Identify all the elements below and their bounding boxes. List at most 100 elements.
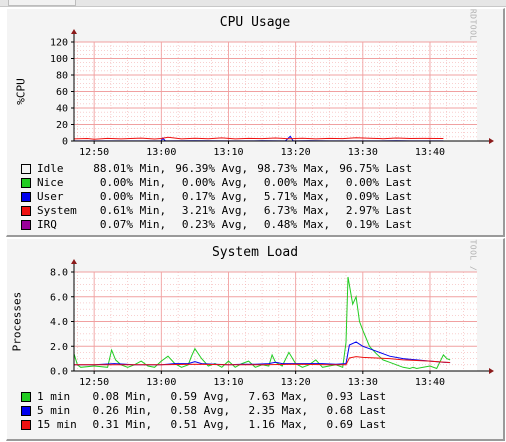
legend-max-value: 0.48% xyxy=(263,218,297,231)
legend-last-value: 0.19% xyxy=(345,218,379,231)
legend-min-label: Min, xyxy=(133,176,167,189)
x-axis-arrow xyxy=(489,138,494,144)
cpu-usage-panel: CPU Usage %CPU RRDTOOL / TOBI OETIKER 02… xyxy=(6,8,505,237)
load-plot-area: 0.0 2.0 4.0 6.0 8.0 12:50 13:00 13:10 13:20 13:30… xyxy=(50,259,494,388)
legend-max-value: 0.00% xyxy=(263,176,297,189)
legend-avg-value: 0.23% xyxy=(181,218,215,231)
legend-min-value: 88.01% xyxy=(93,162,133,175)
legend-entry: 15 min 0.31 Min, 0.51 Avg, 1.16 Max, 0.69 La… xyxy=(21,418,389,432)
series-line-system xyxy=(73,136,444,140)
x-tick-label: 13:10 xyxy=(213,147,243,158)
legend-min-value: 0.00% xyxy=(99,190,133,203)
legend-avg-value: 0.00% xyxy=(181,176,215,189)
legend-avg-value: 96.39% xyxy=(175,162,215,175)
legend-avg-label: Avg, xyxy=(197,418,231,431)
legend-min-value: 0.61% xyxy=(99,204,133,217)
y-tick-label: 20 xyxy=(56,120,68,131)
tab[interactable] xyxy=(8,0,76,6)
legend-swatch xyxy=(21,192,31,202)
x-tick-label: 13:30 xyxy=(348,377,378,388)
legend-min-label: Min, xyxy=(133,190,167,203)
y-tick-label: 0.0 xyxy=(50,367,68,378)
legend-entry: User 0.00% Min, 0.17% Avg, 5.71% Max, 0.09% … xyxy=(21,190,413,204)
legend-entry: Nice 0.00% Min, 0.00% Avg, 0.00% Max, 0.00% … xyxy=(21,176,413,190)
legend-avg-label: Avg, xyxy=(215,218,249,231)
legend-max-label: Max, xyxy=(297,176,331,189)
legend-series-name: Idle xyxy=(37,162,64,175)
legend-avg-value: 3.21% xyxy=(181,204,215,217)
legend-min-label: Min, xyxy=(133,204,167,217)
y-tick-label: 80 xyxy=(56,71,68,82)
x-tick-label: 13:00 xyxy=(146,147,176,158)
y-tick-label: 8.0 xyxy=(50,268,68,279)
x-tick-label: 13:10 xyxy=(213,377,243,388)
legend-swatch xyxy=(21,406,31,416)
y-tick-label: 2.0 xyxy=(50,342,68,353)
legend-avg-label: Avg, xyxy=(197,404,231,417)
chart-title: CPU Usage xyxy=(219,15,291,30)
legend-max-value: 2.35 xyxy=(248,404,276,417)
legend-avg-label: Avg, xyxy=(215,162,249,175)
legend-last-value: 0.93 xyxy=(326,390,354,403)
legend-min-value: 0.26 xyxy=(92,404,120,417)
y-tick-label: 0 xyxy=(62,137,68,148)
legend-last-value: 0.00% xyxy=(345,176,379,189)
legend-max-value: 6.73% xyxy=(263,204,297,217)
cpu-legend: Idle 88.01% Min, 96.39% Avg, 98.73% Max, 96.… xyxy=(21,162,413,232)
legend-last-value: 2.97% xyxy=(345,204,379,217)
legend-last-label: Last xyxy=(379,176,413,189)
legend-avg-label: Avg, xyxy=(215,204,249,217)
legend-max-label: Max, xyxy=(297,162,331,175)
legend-last-value: 0.69 xyxy=(326,418,354,431)
series-line-15-min xyxy=(74,356,451,366)
legend-last-label: Last xyxy=(353,404,387,417)
legend-min-label: Min, xyxy=(119,390,153,403)
legend-entry: IRQ 0.07% Min, 0.23% Avg, 0.48% Max, 0.19% L… xyxy=(21,218,413,232)
legend-series-name: 1 min xyxy=(37,390,71,403)
y-axis-arrow xyxy=(71,29,77,34)
legend-max-label: Max, xyxy=(297,218,331,231)
legend-entry: System 0.61% Min, 3.21% Avg, 6.73% Max, 2.97… xyxy=(21,204,413,218)
legend-last-label: Last xyxy=(379,162,413,175)
legend-last-label: Last xyxy=(379,204,413,217)
legend-entry: 5 min 0.26 Min, 0.58 Avg, 2.35 Max, 0.68 Las… xyxy=(21,404,389,418)
y-tick-label: 100 xyxy=(50,54,68,65)
window-top-strip xyxy=(0,0,506,7)
legend-min-value: 0.08 xyxy=(92,390,120,403)
legend-avg-label: Avg, xyxy=(215,190,249,203)
legend-series-name: System xyxy=(37,204,77,217)
legend-series-name: User xyxy=(37,190,64,203)
x-axis-arrow xyxy=(489,368,494,374)
y-tick-label: 6.0 xyxy=(50,292,68,303)
series-line-1-min xyxy=(73,276,451,370)
y-tick-label: 60 xyxy=(56,87,68,98)
legend-series-name: 15 min xyxy=(37,418,77,431)
legend-min-label: Min, xyxy=(119,418,153,431)
legend-min-label: Min, xyxy=(133,162,167,175)
x-tick-label: 12:50 xyxy=(79,147,109,158)
legend-max-label: Max, xyxy=(297,204,331,217)
x-tick-label: 12:50 xyxy=(79,377,109,388)
legend-last-label: Last xyxy=(379,218,413,231)
legend-last-value: 96.75% xyxy=(339,162,379,175)
legend-swatch xyxy=(21,420,31,430)
legend-min-label: Min, xyxy=(119,404,153,417)
legend-entry: 1 min 0.08 Min, 0.59 Avg, 7.63 Max, 0.93 Las… xyxy=(21,390,389,404)
legend-swatch xyxy=(21,178,31,188)
legend-max-value: 1.16 xyxy=(248,418,276,431)
legend-last-label: Last xyxy=(379,190,413,203)
y-tick-label: 4.0 xyxy=(50,317,68,328)
legend-avg-value: 0.58 xyxy=(170,404,198,417)
legend-series-name: IRQ xyxy=(37,218,57,231)
legend-max-label: Max, xyxy=(275,390,309,403)
legend-avg-value: 0.59 xyxy=(170,390,198,403)
x-tick-label: 13:20 xyxy=(281,377,311,388)
chart-title: System Load xyxy=(211,245,299,260)
x-tick-label: 13:20 xyxy=(281,147,311,158)
legend-swatch xyxy=(21,220,31,230)
legend-max-label: Max, xyxy=(275,418,309,431)
legend-max-label: Max, xyxy=(275,404,309,417)
y-tick-label: 120 xyxy=(50,38,68,49)
legend-avg-value: 0.17% xyxy=(181,190,215,203)
legend-avg-label: Avg, xyxy=(197,390,231,403)
